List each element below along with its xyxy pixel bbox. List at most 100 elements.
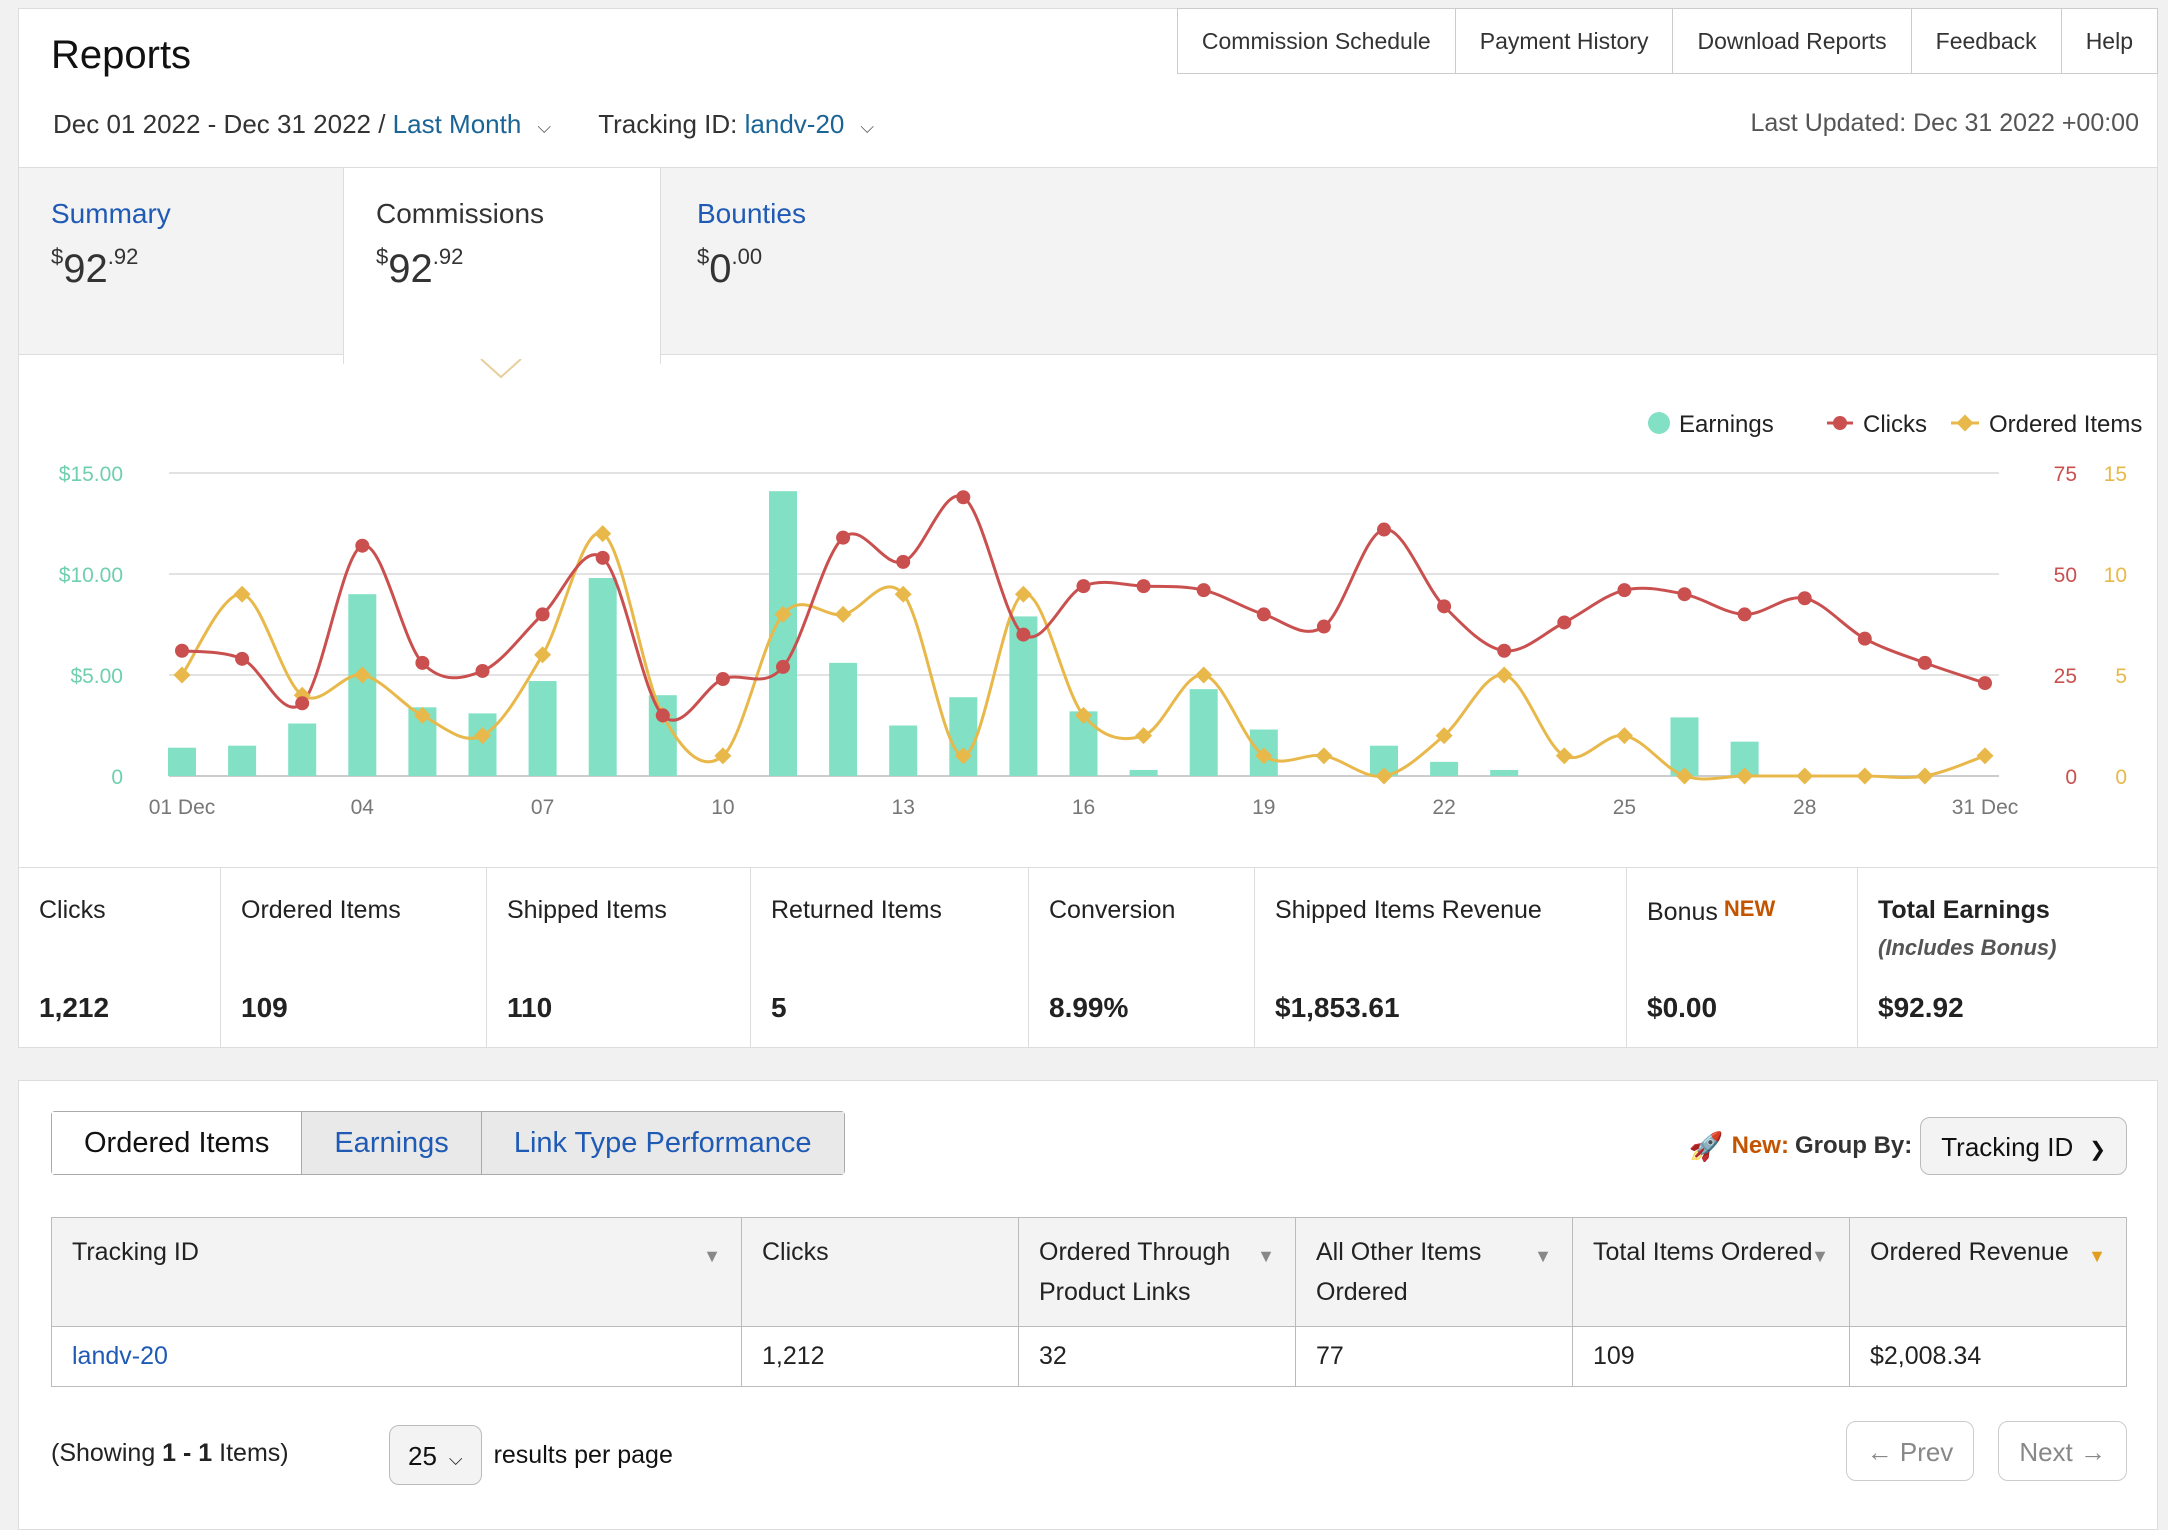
stat-label: Returned Items (771, 896, 942, 924)
clicks-point (1316, 619, 1331, 634)
stat-ordered-items: Ordered Items 109 (221, 868, 487, 1047)
legend-ordered-label: Ordered Items (1989, 411, 2142, 438)
date-range: Dec 01 2022 - Dec 31 2022 (53, 109, 371, 139)
new-badge: NEW (1723, 896, 1776, 921)
tab-bounties-amount: $0.00 (697, 244, 763, 291)
tab-ordered-items[interactable]: Ordered Items (52, 1112, 302, 1174)
stat-bonus: Bonus NEW $0.00 (1627, 868, 1858, 1047)
next-button[interactable]: Next → (1998, 1421, 2127, 1481)
tab-link-type-performance[interactable]: Link Type Performance (480, 1112, 844, 1174)
clicks-point (415, 655, 430, 670)
col-ordered-through-links[interactable]: Ordered Through Product Links ▼ (1018, 1217, 1296, 1327)
earnings-bar (1009, 616, 1038, 776)
clicks-point (896, 554, 911, 569)
earnings-bar (528, 681, 557, 776)
col-tracking-id[interactable]: Tracking ID ▼ (51, 1217, 742, 1327)
clicks-point (595, 550, 610, 565)
stat-value: $1,853.61 (1275, 992, 1400, 1023)
earnings-bar (588, 578, 617, 776)
prev-button[interactable]: ← Prev (1845, 1421, 1975, 1481)
x-tick-label: 13 (892, 796, 915, 819)
y-tick-clicks: 0 (2065, 766, 2077, 789)
col-all-other-items[interactable]: All Other Items Ordered ▼ (1295, 1217, 1573, 1327)
reports-panel: Reports Commission Schedule Payment Hist… (18, 8, 2158, 1048)
ordered-items-point (1916, 767, 1934, 785)
tracking-id-dropdown[interactable]: landv-20 (744, 109, 845, 139)
clicks-point (1196, 583, 1211, 598)
stat-conversion: Conversion 8.99% (1029, 868, 1255, 1047)
group-by-select[interactable]: Tracking ID ❯ (1920, 1117, 2127, 1175)
clicks-point (1016, 627, 1031, 642)
ordered-items-point (353, 666, 371, 684)
report-tabs: Ordered Items Earnings Link Type Perform… (51, 1111, 845, 1175)
nav-feedback[interactable]: Feedback (1910, 9, 2061, 73)
report-table-panel: Ordered Items Earnings Link Type Perform… (18, 1080, 2158, 1530)
col-clicks[interactable]: Clicks (741, 1217, 1019, 1327)
clicks-point (235, 651, 250, 666)
y-tick-clicks: 50 (2054, 564, 2077, 587)
x-tick-label: 31 Dec (1952, 796, 2019, 819)
tab-commissions-amount: $92.92 (376, 244, 464, 291)
stat-label: Total Earnings (1878, 896, 2050, 924)
legend-clicks-icon (1833, 416, 1847, 430)
ordered-items-point (1555, 747, 1573, 765)
active-tab-pointer (480, 359, 522, 379)
sort-icon[interactable]: ▼ (2088, 1246, 2106, 1266)
y-tick-ordered: 0 (2115, 766, 2127, 789)
x-tick-label: 16 (1072, 796, 1095, 819)
chevron-down-icon[interactable]: ⌵ (860, 117, 875, 137)
tab-earnings[interactable]: Earnings (301, 1112, 481, 1174)
ordered-items-point (1195, 666, 1213, 684)
x-tick-label: 10 (711, 796, 734, 819)
clicks-point (1136, 579, 1151, 594)
ordered-items-point (1255, 747, 1273, 765)
sort-icon[interactable]: ▼ (1811, 1246, 1829, 1266)
stat-value: 110 (507, 992, 553, 1023)
y-tick-earnings: $15.00 (59, 463, 123, 486)
cell-tracking-id[interactable]: landv-20 (51, 1326, 742, 1387)
ordered-items-point (1615, 727, 1633, 745)
per-page-select[interactable]: 25 ⌵ (389, 1425, 482, 1485)
report-table: Tracking ID ▼ Clicks Ordered Through Prod… (51, 1217, 2127, 1387)
tab-commissions[interactable]: Commissions $92.92 (343, 168, 661, 364)
stat-value: 5 (771, 992, 787, 1023)
col-ordered-revenue[interactable]: Ordered Revenue ▼ (1849, 1217, 2127, 1327)
tracking-label: Tracking ID: (598, 109, 738, 139)
y-tick-earnings: $10.00 (59, 564, 123, 587)
sort-icon[interactable]: ▼ (1534, 1246, 1552, 1266)
tab-bounties[interactable]: Bounties $0.00 (665, 168, 995, 356)
clicks-point (1857, 631, 1872, 646)
ordered-items-point (474, 727, 491, 745)
ordered-items-point (534, 646, 552, 664)
ordered-items-point (1315, 747, 1333, 765)
nav-help[interactable]: Help (2060, 9, 2157, 73)
tab-summary[interactable]: Summary $92.92 (19, 168, 331, 356)
tab-summary-label: Summary (51, 198, 171, 229)
period-dropdown[interactable]: Last Month (392, 109, 522, 139)
y-tick-ordered: 5 (2115, 665, 2127, 688)
nav-download-reports[interactable]: Download Reports (1672, 9, 1910, 73)
ordered-items-point (173, 666, 191, 684)
stat-label: Ordered Items (241, 896, 401, 924)
earnings-bar (468, 713, 497, 776)
clicks-point (776, 659, 790, 674)
legend-ordered-icon (1956, 414, 1974, 432)
sort-icon[interactable]: ▼ (703, 1246, 721, 1266)
chevron-down-icon[interactable]: ⌵ (537, 117, 551, 137)
earnings-bar (1430, 761, 1459, 776)
top-nav: Commission Schedule Payment History Down… (1176, 8, 2158, 74)
col-total-items[interactable]: Total Items Ordered ▼ (1572, 1217, 1850, 1327)
nav-commission-schedule[interactable]: Commission Schedule (1201, 28, 1431, 54)
stat-value: 1,212 (39, 992, 110, 1023)
ordered-items-point (1676, 767, 1693, 785)
sort-icon[interactable]: ▼ (1257, 1246, 1275, 1266)
earnings-bar (168, 747, 196, 776)
nav-payment-history[interactable]: Payment History (1454, 9, 1673, 73)
earnings-bar (829, 662, 858, 776)
clicks-point (1497, 643, 1512, 658)
clicks-point (715, 672, 730, 687)
ordered-items-point (834, 605, 852, 623)
clicks-point (1978, 676, 1992, 691)
clicks-point (1917, 655, 1932, 670)
stat-shipped-items: Shipped Items 110 (487, 868, 751, 1047)
